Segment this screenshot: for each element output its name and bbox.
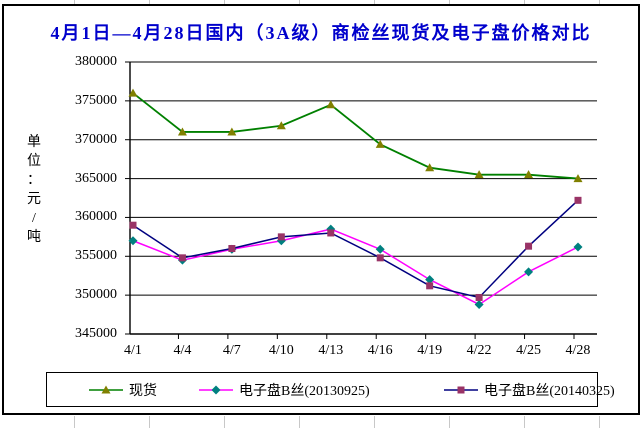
- x-tick-label-4/22: 4/22: [466, 343, 492, 358]
- b20140325-marker-4/13: [327, 229, 335, 237]
- legend-label: 电子盘B丝(20130925): [239, 383, 370, 399]
- b20130925-series-line: [132, 228, 579, 306]
- chart-title: 4月1日—4月28日国内（3A级）商检丝现货及电子盘价格对比: [50, 23, 592, 43]
- spot-marker-4/22: [474, 170, 484, 179]
- legend-label: 现货: [129, 383, 157, 399]
- x-tick-label-4/1: 4/1: [124, 343, 142, 358]
- legend-item-b20130925: 电子盘B丝(20130925): [199, 373, 370, 406]
- y-axis-title-char: ：: [27, 173, 41, 188]
- worksheet-gridline-strip-top: [0, 0, 642, 4]
- x-tick-label-4/10: 4/10: [268, 343, 294, 358]
- y-tick-label-350000: 350000: [75, 287, 117, 303]
- y-tick-label-365000: 365000: [75, 170, 117, 186]
- b20140325-marker-4/4: [178, 254, 186, 262]
- chart-frame: [2, 4, 640, 415]
- y-tick-label-360000: 360000: [75, 209, 117, 225]
- legend-marker-square-icon: [444, 386, 478, 393]
- b20130925-marker-4/19: [425, 275, 435, 285]
- x-tick-label-4/7: 4/7: [222, 343, 241, 358]
- b20130925-marker-4/28: [573, 242, 583, 252]
- y-tick-label-375000: 375000: [75, 92, 117, 108]
- spot-marker-4/19: [425, 163, 435, 172]
- legend-marker-triangle-icon: [89, 385, 123, 393]
- legend: 现货 电子盘B丝(20130925) 电子盘B丝(20140325): [46, 372, 615, 407]
- legend-item-b20140325: 电子盘B丝(20140325): [444, 373, 615, 406]
- y-axis-title-char: 吨: [27, 230, 41, 245]
- y-tick-label-345000: 345000: [75, 326, 117, 341]
- b20140325-marker-4/10: [277, 233, 285, 241]
- b20140325-marker-4/25: [525, 242, 533, 250]
- legend-label: 电子盘B丝(20140325): [484, 383, 615, 399]
- legend-marker-glyph-b20140325: [457, 386, 465, 393]
- spot-marker-4/16: [375, 139, 385, 148]
- y-tick-label-355000: 355000: [75, 248, 117, 264]
- spot-marker-4/28: [573, 174, 583, 183]
- legend-marker-glyph-b20130925: [211, 385, 221, 394]
- b20140325-marker-4/7: [228, 245, 236, 253]
- y-axis-title-char: 元: [27, 192, 41, 207]
- x-tick-label-4/16: 4/16: [367, 343, 393, 358]
- b20140325-marker-4/19: [426, 282, 434, 290]
- y-axis-title: 单位 ： 元 / 吨: [23, 133, 45, 247]
- legend-marker-diamond-icon: [199, 385, 233, 394]
- legend-marker-glyph-spot: [101, 385, 111, 393]
- b20140325-marker-4/1: [129, 221, 137, 229]
- spot-marker-4/7: [227, 127, 237, 136]
- b20130925-marker-4/16: [375, 244, 385, 254]
- x-tick-label-4/13: 4/13: [318, 343, 344, 358]
- y-axis-title-char: 单: [27, 135, 41, 150]
- y-axis-title-char: 位: [27, 154, 41, 169]
- x-tick-label-4/28: 4/28: [565, 343, 591, 358]
- x-tick-label-4/25: 4/25: [516, 343, 541, 358]
- b20140325-marker-4/28: [574, 196, 582, 204]
- y-axis-title-char: /: [32, 211, 36, 226]
- y-tick-label-380000: 380000: [75, 54, 117, 69]
- x-tick-label-4/19: 4/19: [417, 343, 443, 358]
- spot-marker-4/10: [276, 121, 286, 130]
- spot-marker-4/25: [524, 170, 534, 179]
- spot-marker-4/1: [128, 88, 138, 97]
- worksheet-gridline-strip-bottom: [0, 416, 642, 428]
- b20140325-marker-4/22: [475, 293, 483, 301]
- x-tick-label-4/4: 4/4: [173, 343, 192, 358]
- b20130925-marker-4/25: [524, 267, 534, 277]
- spot-series-line: [132, 92, 579, 180]
- b20140325-marker-4/16: [376, 254, 384, 262]
- b20130925-marker-4/1: [128, 236, 138, 246]
- b20140325-series-line: [132, 199, 579, 299]
- spot-marker-4/13: [326, 100, 336, 109]
- y-tick-label-370000: 370000: [75, 131, 117, 147]
- b20130925-marker-4/22: [474, 299, 484, 309]
- spot-marker-4/4: [177, 127, 187, 136]
- legend-item-spot: 现货: [89, 373, 157, 406]
